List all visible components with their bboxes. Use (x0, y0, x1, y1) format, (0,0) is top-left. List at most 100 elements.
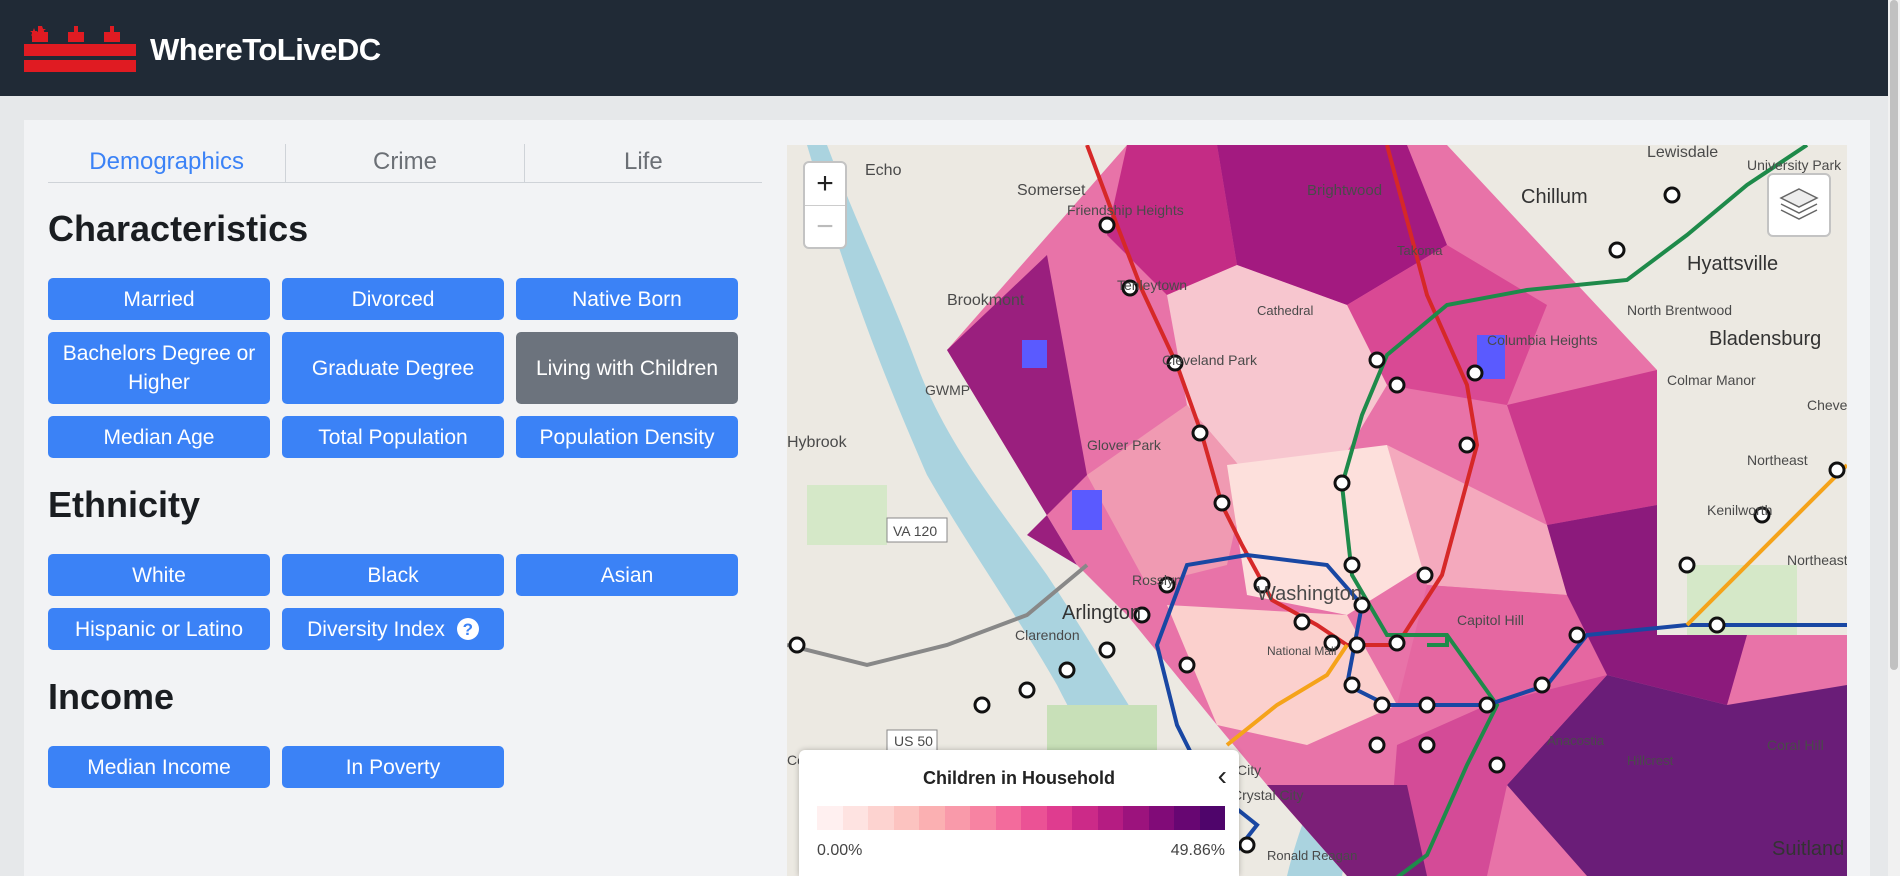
map-label: City (1237, 762, 1261, 778)
map-label: Bladensburg (1709, 328, 1821, 350)
map-label: GWMP (925, 382, 970, 398)
married-button[interactable]: Married (48, 278, 270, 320)
map-label: Rosslyn (1132, 572, 1182, 588)
section-title-income: Income (48, 676, 175, 717)
choropleth-map[interactable]: Echo Somerset Friendship Heights Tenleyt… (787, 145, 1847, 876)
graduate-degree-button[interactable]: Graduate Degree (282, 332, 504, 404)
map-label: Capitol Hill (1457, 612, 1524, 628)
legend-swatch (970, 806, 996, 830)
chevron-left-icon[interactable]: ‹ (1217, 760, 1227, 791)
legend-max-value: 49.86% (1170, 842, 1225, 859)
legend-swatch (995, 806, 1021, 830)
tract-area (1547, 505, 1747, 705)
silver-line (787, 563, 1089, 668)
legend-swatch (1148, 806, 1174, 830)
map-label: Kenilworth (1707, 502, 1772, 518)
living-with-children-button[interactable]: Living with Children (516, 332, 738, 404)
zoom-out-button[interactable]: − (816, 210, 834, 243)
map-place-labels: Echo Somerset Friendship Heights Tenleyt… (787, 145, 1847, 863)
red-line (1085, 145, 1480, 647)
map-label: Arlington (1062, 602, 1141, 624)
total-population-button[interactable]: Total Population (282, 416, 504, 458)
diversity-index-button[interactable]: Diversity Index ? (282, 608, 504, 650)
map-label: Glover Park (1087, 437, 1162, 453)
page-scrollbar[interactable] (1888, 0, 1900, 876)
bachelors-degree-button[interactable]: Bachelors Degree or Higher (48, 332, 270, 404)
map-label: Hyattsville (1687, 253, 1778, 275)
tab-demographics[interactable]: Demographics (89, 148, 245, 175)
green-line (1339, 145, 1809, 876)
map-label: Takoma (1397, 243, 1443, 258)
median-income-button[interactable]: Median Income (48, 746, 270, 788)
median-age-button[interactable]: Median Age (48, 416, 270, 458)
legend-swatch (1072, 806, 1098, 830)
zoom-control: + − (803, 161, 847, 249)
brand-title: WhereToLiveDC (150, 32, 381, 67)
map-label: Friendship Heights (1067, 202, 1184, 218)
divorced-button[interactable]: Divorced (282, 278, 504, 320)
legend-swatch (944, 806, 970, 830)
map-label: Ronald Reagan (1267, 848, 1357, 863)
map-label: Hybrook (787, 434, 848, 451)
legend-swatch (1046, 806, 1072, 830)
brand[interactable]: WhereToLiveDC (24, 26, 381, 74)
tract-area (1167, 265, 1387, 485)
section-title-characteristics: Characteristics (48, 208, 309, 249)
in-poverty-button[interactable]: In Poverty (282, 746, 504, 788)
legend-swatch (1199, 806, 1225, 830)
legend-min-value: 0.00% (817, 842, 863, 859)
tract-area (1507, 675, 1847, 876)
layers-button[interactable] (1767, 173, 1831, 237)
orange-line (1225, 463, 1847, 747)
map-label: Brightwood (1307, 182, 1382, 199)
section-title-ethnicity: Ethnicity (48, 484, 201, 525)
legend-swatch (842, 806, 868, 830)
native-born-button[interactable]: Native Born (516, 278, 738, 320)
income-buttons: Median Income In Poverty (48, 746, 762, 788)
scrollbar-thumb[interactable] (1890, 0, 1898, 670)
map-label: Chillum (1521, 186, 1588, 208)
tract-area (1217, 145, 1447, 305)
tab-crime[interactable]: Crime (285, 144, 523, 182)
help-icon[interactable]: ? (456, 618, 479, 640)
map-label: US 50 (894, 733, 933, 749)
map-label: Colmar Manor (1667, 372, 1756, 388)
category-tabs: Demographics Crime Life (48, 144, 762, 183)
white-button[interactable]: White (48, 554, 270, 596)
map-label: Cleveland Park (1162, 352, 1258, 368)
legend-swatch (1174, 806, 1200, 830)
black-button[interactable]: Black (282, 554, 504, 596)
population-density-button[interactable]: Population Density (516, 416, 738, 458)
map-label: Somerset (1017, 182, 1086, 199)
map-label: Crystal City (1232, 787, 1304, 803)
legend-swatch (817, 806, 843, 830)
map-label: VA 120 (893, 523, 937, 539)
hispanic-or-latino-button[interactable]: Hispanic or Latino (48, 608, 270, 650)
zoom-in-button[interactable]: + (805, 163, 845, 206)
potomac-river (807, 145, 1197, 876)
map-label: Coral Hill (1767, 737, 1824, 753)
park-area (807, 485, 887, 545)
tract-area (1107, 145, 1237, 295)
map-label: Suitland (1772, 838, 1844, 860)
tract-area (1227, 445, 1427, 615)
map-label: Lewisdale (1647, 145, 1718, 161)
tract-area (1507, 370, 1657, 525)
asian-button[interactable]: Asian (516, 554, 738, 596)
map-label: Cheverly (1807, 397, 1847, 413)
map-label: Clarendon (1015, 627, 1080, 643)
tract-area (1267, 785, 1427, 876)
map-label: Northeast (1747, 452, 1808, 468)
no-data-area (1072, 490, 1102, 530)
green-line (1427, 635, 1449, 647)
tab-life[interactable]: Life (523, 144, 762, 182)
top-navbar: WhereToLiveDC (0, 0, 1900, 96)
ethnicity-buttons: White Black Asian Hispanic or Latino Div… (48, 554, 762, 650)
map-label: Tenleytown (1117, 277, 1187, 293)
layers-icon (1779, 188, 1819, 220)
no-data-area (1022, 340, 1047, 368)
legend-swatch (1123, 806, 1149, 830)
characteristics-buttons: Married Divorced Native Born Bachelors D… (48, 278, 762, 458)
map-label: Echo (865, 162, 902, 179)
map-label: Northeast (1787, 552, 1847, 568)
